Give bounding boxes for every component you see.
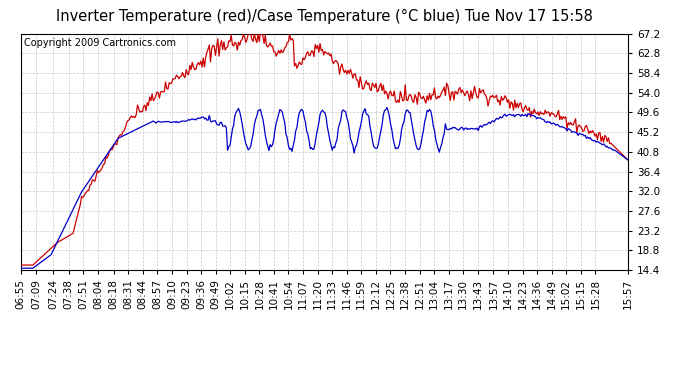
Text: Copyright 2009 Cartronics.com: Copyright 2009 Cartronics.com: [23, 39, 176, 48]
Text: Inverter Temperature (red)/Case Temperature (°C blue) Tue Nov 17 15:58: Inverter Temperature (red)/Case Temperat…: [56, 9, 593, 24]
